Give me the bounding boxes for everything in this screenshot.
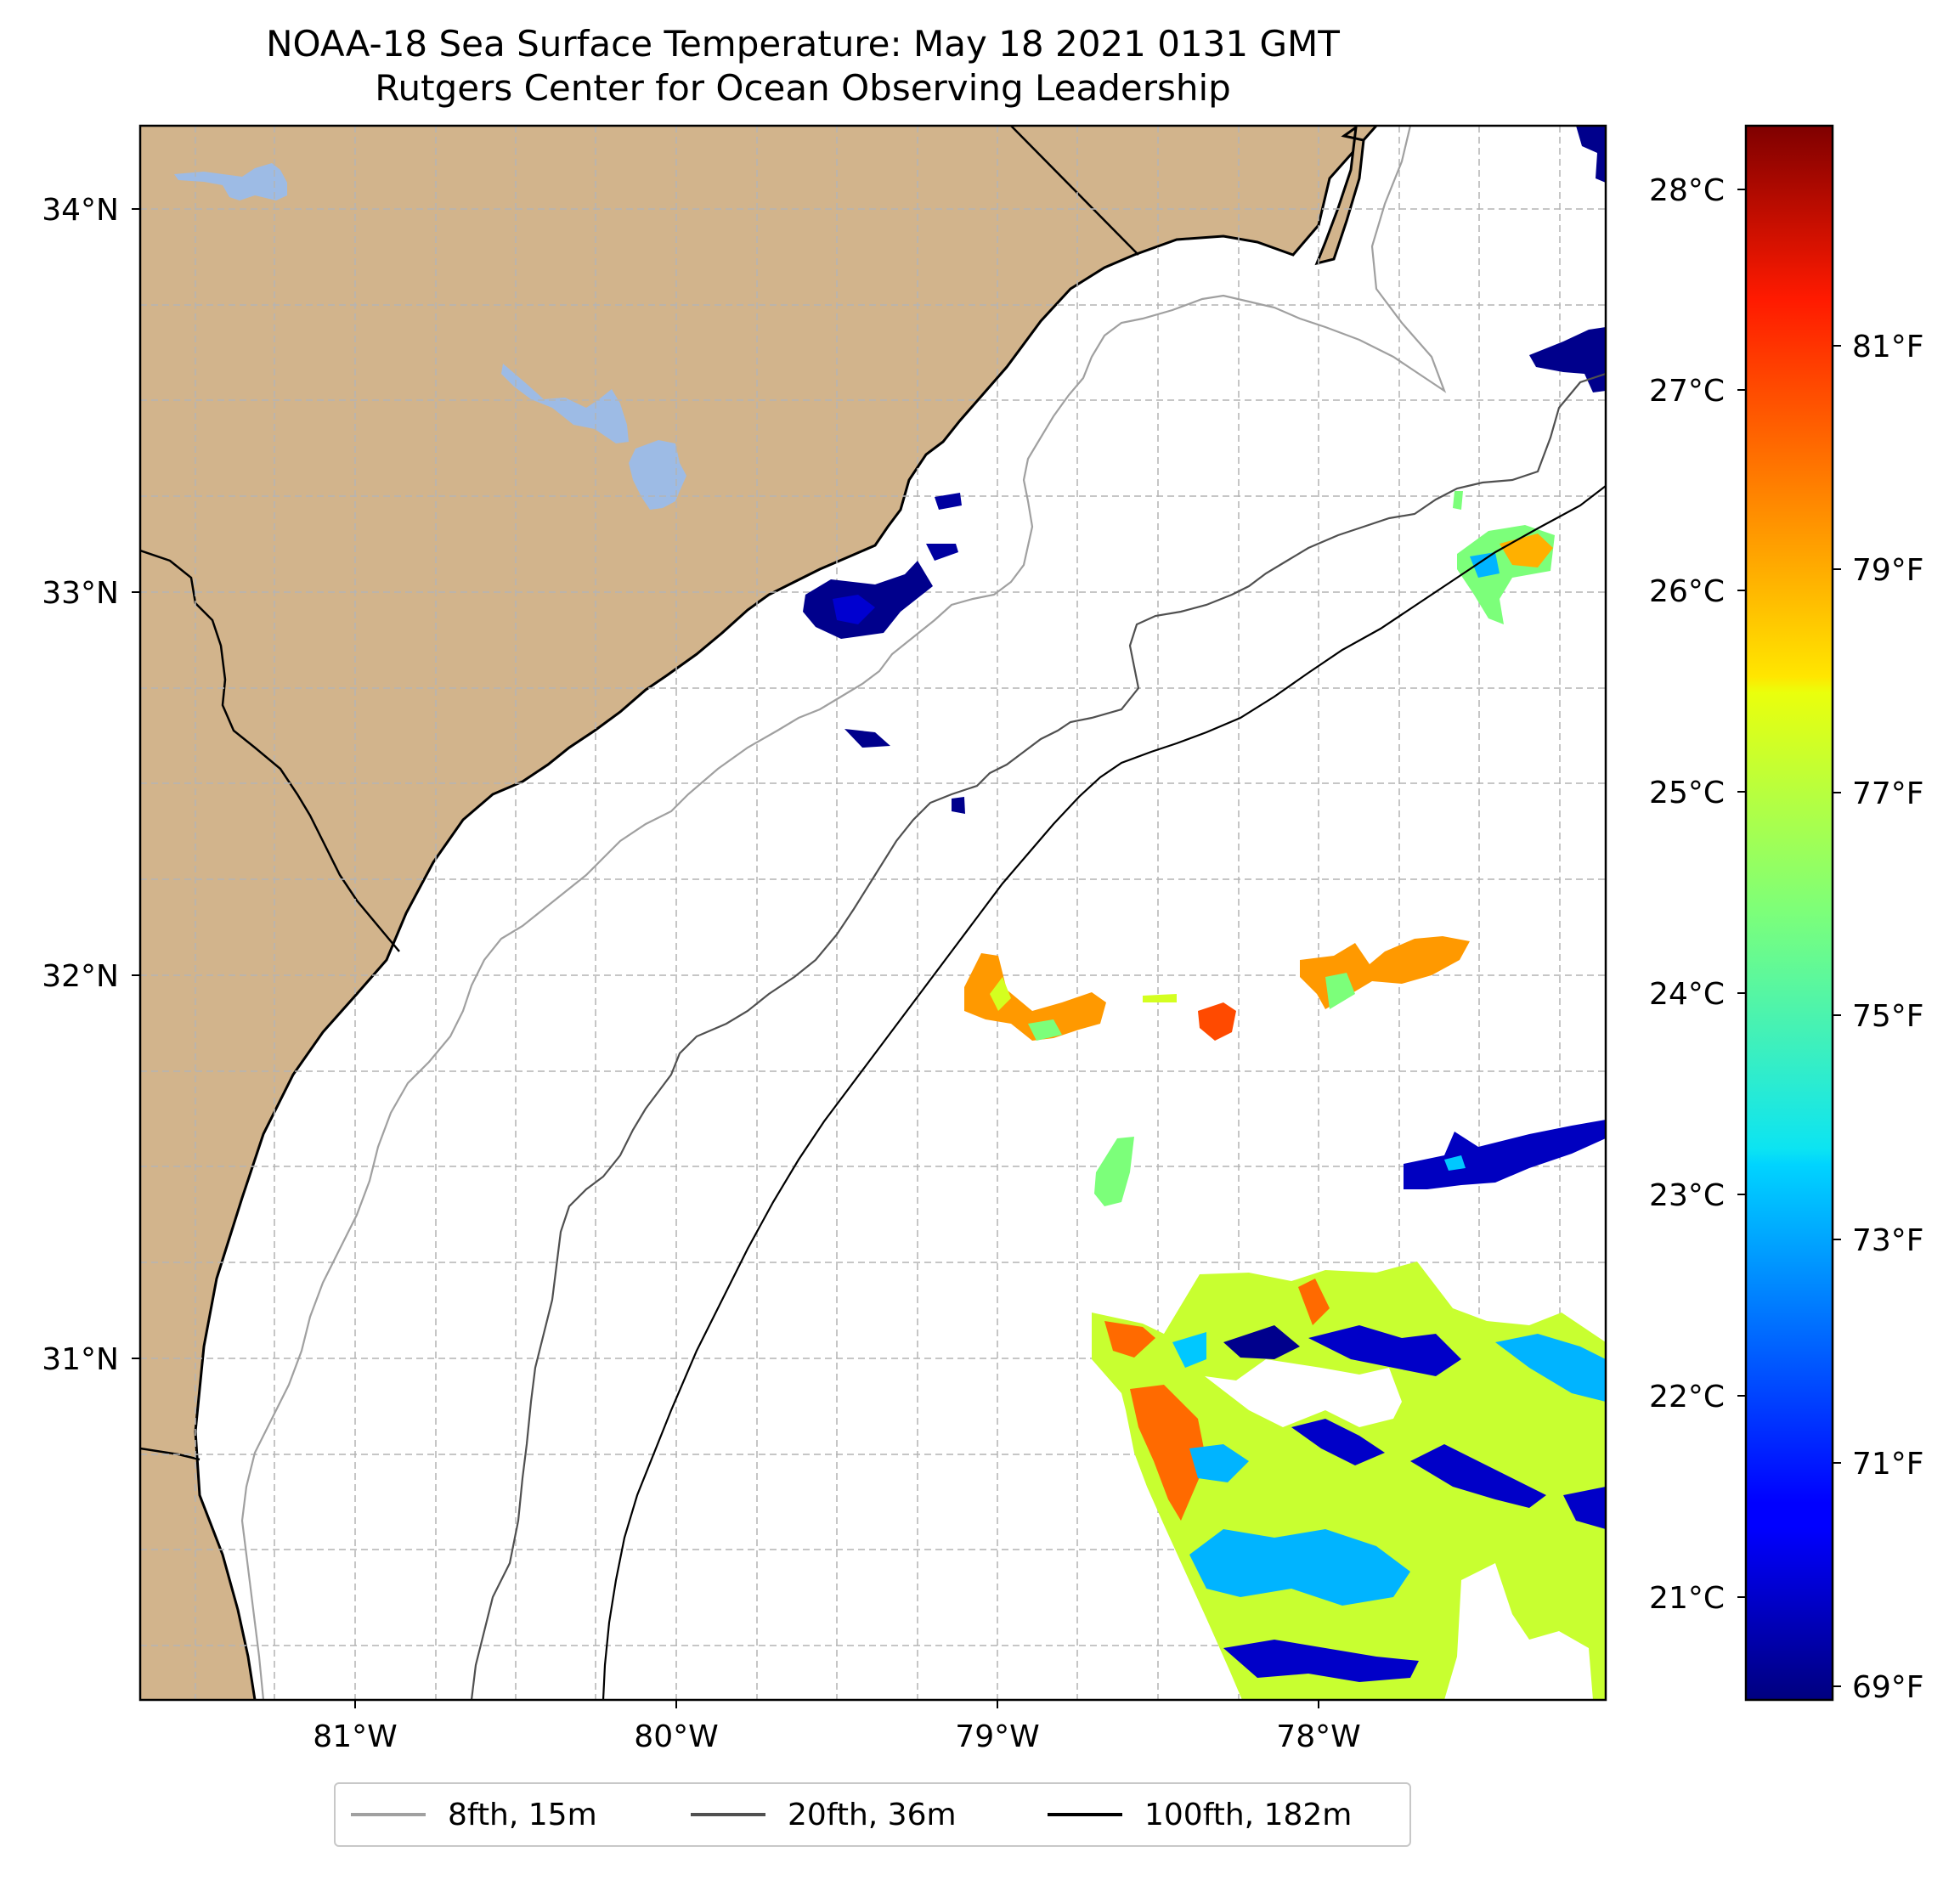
sst-patch-large	[1298, 1279, 1330, 1325]
sst-patch-cold	[803, 561, 933, 639]
colorbar-celsius-label: 23°C	[1649, 1178, 1725, 1213]
colorbar: 28°C 27°C 26°C 25°C 24°C 23°C 22°C 21°C …	[1649, 124, 1924, 1705]
isobath-8fth	[240, 126, 1447, 1700]
sst-patch-cold	[833, 595, 875, 624]
lat-tick-label: 33°N	[42, 576, 119, 611]
sst-patch-large	[1189, 1444, 1249, 1482]
sst-patch-cold	[1404, 1120, 1606, 1189]
isobath-100fth	[602, 485, 1606, 1700]
sst-patch-large	[1189, 1529, 1410, 1606]
sst-patch-warm	[1094, 1137, 1134, 1206]
colorbar-fahrenheit-label: 79°F	[1852, 553, 1924, 588]
legend-item-100fth: 100fth, 182m	[1048, 1784, 1352, 1845]
colorbar-fahrenheit-label: 77°F	[1852, 776, 1924, 811]
isobath-20fth	[470, 372, 1606, 1700]
legend-swatch	[691, 1813, 765, 1816]
colorbar-fahrenheit-label: 69°F	[1852, 1670, 1924, 1705]
map-area	[140, 126, 1606, 1700]
colorbar-celsius-label: 22°C	[1649, 1380, 1725, 1414]
sst-patch-large	[1223, 1640, 1419, 1682]
coastline	[194, 126, 1378, 1700]
figure-subtitle: Rutgers Center for Ocean Observing Leade…	[375, 67, 1231, 109]
legend-item-8fth: 8fth, 15m	[351, 1784, 597, 1845]
sst-patch-large	[1291, 1419, 1385, 1465]
barrier-island	[1314, 126, 1365, 266]
colorbar-celsius-label: 21°C	[1649, 1581, 1725, 1616]
lon-tick-label: 78°W	[1276, 1719, 1360, 1754]
lat-axis	[132, 208, 140, 1359]
sst-patch-warm	[1453, 491, 1463, 510]
legend-swatch	[351, 1813, 426, 1816]
sst-patch-large	[1495, 1334, 1606, 1402]
sst-patch-cold	[935, 493, 962, 510]
colorbar-celsius-label: 26°C	[1649, 574, 1725, 609]
colorbar-celsius-label: 25°C	[1649, 776, 1725, 810]
colorbar-gradient	[1744, 124, 1834, 1702]
sst-patch-warm	[990, 977, 1011, 1011]
sst-patch-cold	[1444, 1155, 1466, 1171]
map-frame	[138, 124, 1607, 1702]
legend-label: 8fth, 15m	[448, 1797, 597, 1832]
isobath-legend: 8fth, 15m 20fth, 36m 100fth, 182m	[334, 1782, 1411, 1847]
lon-axis	[354, 1700, 1319, 1708]
sst-patch-large	[1308, 1325, 1461, 1376]
sst-patch-cold	[926, 544, 958, 561]
figure-title: NOAA-18 Sea Surface Temperature: May 18 …	[266, 23, 1340, 65]
lat-tick-label: 31°N	[42, 1342, 119, 1377]
colorbar-fahrenheit-label: 73°F	[1852, 1223, 1924, 1258]
sst-patch-warm	[1470, 552, 1500, 578]
colorbar-celsius-label: 24°C	[1649, 977, 1725, 1012]
sst-patch-large	[1205, 1359, 1402, 1427]
lat-tick-label: 32°N	[42, 959, 119, 994]
legend-label: 100fth, 182m	[1144, 1797, 1353, 1832]
lon-tick-label: 79°W	[955, 1719, 1039, 1754]
sst-patch-warm	[1325, 973, 1355, 1009]
colorbar-celsius-label: 27°C	[1649, 374, 1725, 409]
colorbar-fahrenheit-label: 71°F	[1852, 1447, 1924, 1482]
sst-patch-large	[1223, 1325, 1300, 1359]
sst-patch-large	[1130, 1385, 1206, 1521]
sst-patch-cold	[1576, 126, 1606, 183]
land-mass	[140, 126, 1376, 1700]
sst-patch-warm	[964, 953, 1106, 1041]
sst-patch-large	[1563, 1487, 1606, 1529]
colorbar-fahrenheit-label: 81°F	[1852, 330, 1924, 364]
lake	[501, 364, 629, 443]
lake	[174, 163, 287, 200]
legend-item-20fth: 20fth, 36m	[691, 1784, 957, 1845]
colorbar-fahrenheit-label: 75°F	[1852, 999, 1924, 1034]
sst-patch-warm	[1143, 994, 1177, 1002]
sst-patch-cold	[952, 797, 965, 814]
colorbar-fahrenheit-ticks	[1833, 345, 1841, 1687]
sst-patch-large	[1444, 1563, 1593, 1700]
sst-patch-cold	[844, 729, 890, 748]
colorbar-celsius-ticks	[1737, 189, 1746, 1598]
sst-data	[803, 126, 1606, 1700]
lake	[629, 440, 686, 510]
lon-tick-label: 81°W	[313, 1719, 397, 1754]
lat-tick-label: 34°N	[42, 193, 119, 228]
sst-patch-cold	[1529, 327, 1606, 392]
lon-tick-label: 80°W	[634, 1719, 718, 1754]
sst-patch-warm	[1198, 1002, 1236, 1041]
sst-patch-large	[1172, 1332, 1206, 1368]
sst-patch-large	[1410, 1444, 1546, 1508]
legend-swatch	[1048, 1813, 1122, 1816]
state-border	[1010, 126, 1139, 256]
legend-label: 20fth, 36m	[788, 1797, 957, 1832]
colorbar-celsius-label: 28°C	[1649, 173, 1725, 208]
sst-patch-large	[1104, 1321, 1155, 1358]
sst-patch-warm	[1028, 1019, 1062, 1041]
